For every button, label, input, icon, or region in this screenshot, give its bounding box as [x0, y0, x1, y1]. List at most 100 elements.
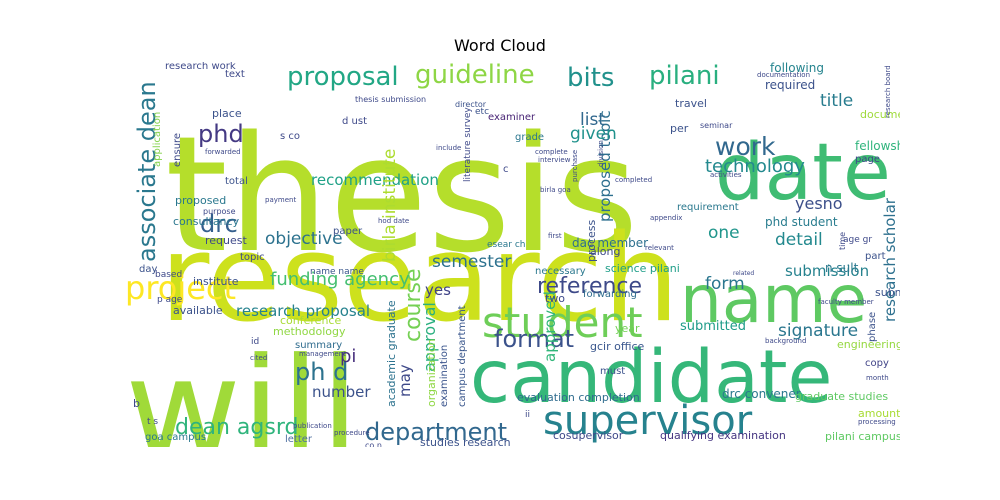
word-c: c: [503, 164, 509, 175]
word-amount: amount: [858, 407, 900, 420]
word-available: available: [173, 304, 223, 317]
word-drc: drc: [200, 210, 238, 238]
word-objective: objective: [265, 229, 343, 249]
word-application: application: [152, 112, 163, 167]
word-given: given: [570, 124, 617, 144]
word-gcir-office: gcir office: [590, 340, 645, 353]
word-process: process: [585, 219, 598, 262]
word-summary: summary: [295, 340, 342, 351]
word-document: document: [860, 108, 900, 121]
word-day: day: [139, 264, 157, 275]
word-place: place: [212, 107, 242, 120]
word-fellowship: fellowship: [855, 139, 900, 153]
word-procedure: procedure: [334, 429, 370, 437]
word-birla-goa: birla goa: [540, 186, 571, 194]
word-recommendation: recommendation: [311, 171, 439, 189]
word-following: following: [770, 62, 824, 75]
word-completed: completed: [615, 176, 652, 184]
word-reference: reference: [537, 274, 642, 299]
word-proposed-topic: proposed topic: [596, 110, 614, 222]
word-associate-dean: associate dean: [133, 81, 161, 262]
word-drc-convener: drc convener: [722, 387, 801, 401]
word-evaluation-completion: evaluation completion: [517, 391, 640, 404]
word-research-scholar: research scholar: [881, 197, 899, 322]
word-publication: publication: [293, 422, 332, 430]
word-ii: ii: [525, 410, 530, 420]
word-background: background: [765, 337, 806, 345]
word-engineering: engineering: [837, 338, 900, 351]
word-page: page: [855, 154, 880, 165]
word-forwarded: forwarded: [205, 148, 241, 156]
word-will: will: [125, 328, 360, 447]
chart-title: Word Cloud: [454, 36, 546, 55]
word-faculty-member: faculty member: [818, 298, 874, 306]
word-year: year: [615, 322, 640, 335]
word-t-s: t s: [147, 417, 158, 427]
word-submission: submission: [785, 262, 869, 280]
word-research-proposal: research proposal: [236, 302, 370, 320]
word-birla-institute: birla institute: [380, 149, 400, 262]
word-ph-d: ph d: [295, 358, 348, 386]
word-text: text: [225, 69, 245, 80]
word-cosupervisor: cosupervisor: [553, 429, 624, 442]
word-guideline: guideline: [415, 62, 535, 90]
word-academic-graduate: academic graduate: [385, 300, 398, 407]
word-based: based: [155, 270, 182, 280]
word-documentation: documentation: [757, 71, 810, 79]
word-submitted: submitted: [680, 319, 746, 334]
word-s-co: s co: [280, 131, 300, 142]
word-relevant: relevant: [645, 244, 674, 252]
word-hod-date: hod date: [378, 217, 409, 225]
word-name-name: name name: [310, 267, 364, 277]
word-complete: complete: [535, 148, 568, 156]
word-copy: copy: [865, 358, 889, 369]
word-thesis: thesis: [165, 101, 639, 288]
word-interview: interview: [538, 156, 571, 164]
word-travel: travel: [675, 97, 707, 110]
word-pilani-campus: pilani campus: [825, 430, 900, 443]
word-project: project: [125, 269, 236, 307]
word-d-ust: d ust: [342, 116, 367, 127]
word-title: title: [820, 91, 853, 111]
word-research: research: [160, 210, 679, 349]
word-must: must: [600, 366, 625, 377]
word-topic: topic: [240, 252, 265, 263]
word-time: time: [838, 232, 847, 250]
word-dac-member: dac member: [572, 236, 648, 250]
word-division: division: [597, 140, 605, 167]
word-approval: approval: [420, 302, 439, 372]
word-course: course: [401, 268, 426, 342]
word-forwarding: forwarding: [583, 289, 637, 300]
word-department: department: [365, 418, 507, 446]
word-purpose: purpose: [203, 207, 236, 216]
word-work: work: [715, 132, 776, 161]
word-bits: bits: [567, 63, 614, 93]
word-supervisor: supervisor: [543, 398, 753, 444]
word-two: two: [545, 292, 565, 305]
word-paper: paper: [333, 226, 363, 237]
word-activities: activities: [710, 171, 742, 179]
word-date: date: [715, 128, 891, 218]
word-literature-survey: literature survey: [463, 107, 473, 182]
word-format: format: [494, 325, 574, 353]
word-payment: payment: [265, 196, 296, 204]
word-proposed: proposed: [175, 194, 226, 207]
word-student: student: [482, 298, 643, 347]
word-seminar: seminar: [700, 121, 733, 130]
word-p-age: p age: [157, 295, 183, 305]
word-detail: detail: [775, 230, 823, 250]
word-yesno: yesno: [795, 194, 843, 213]
word-submit: submit: [875, 286, 900, 299]
word-goa-campus: goa campus: [145, 432, 206, 443]
word-semester: semester: [432, 252, 511, 272]
word-cloud: thesis research will date name candidate super…: [125, 62, 900, 447]
word-form: form: [705, 274, 745, 294]
word-candidate: candidate: [470, 335, 832, 420]
word-qualifying-examination: qualifying examination: [660, 429, 786, 442]
word-along: along: [590, 245, 620, 258]
word-consultancy: consultancy: [173, 215, 240, 228]
word-dean-agsrd: dean agsrd: [175, 415, 298, 440]
word-n-sult: n sult: [825, 261, 859, 275]
word-processing: processing: [858, 418, 896, 426]
word-ensure: ensure: [172, 133, 183, 167]
